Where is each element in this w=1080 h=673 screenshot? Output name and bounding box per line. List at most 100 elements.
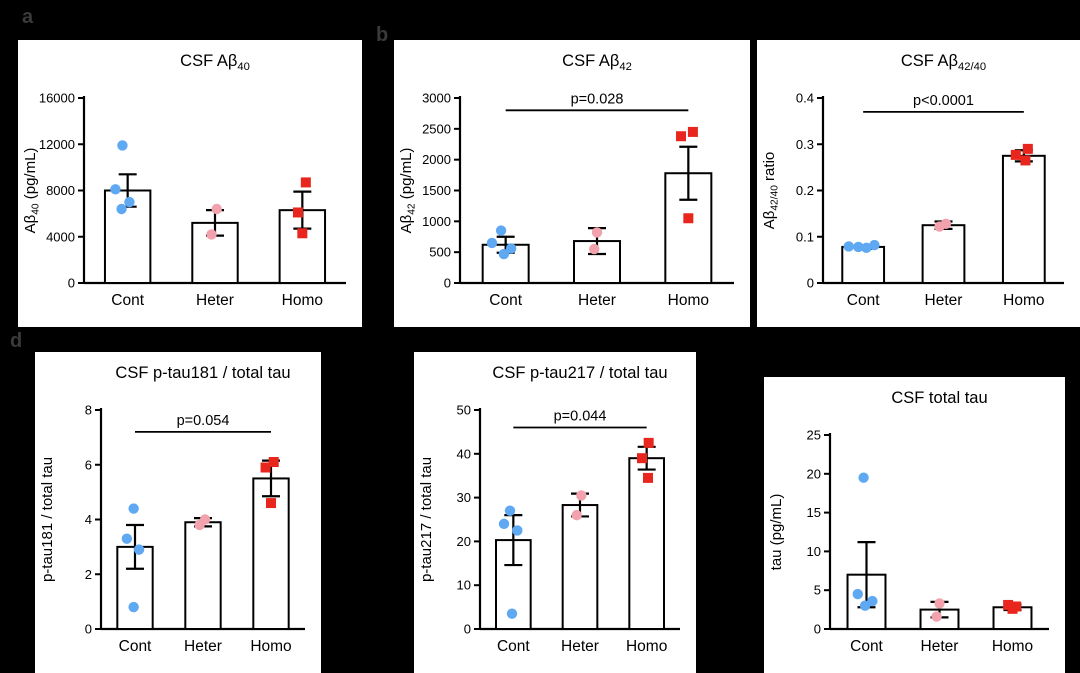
chart-panel-csf-ab40: CSF Aβ40 0 4000 8000 12000 16000 Aβ40 (pg/mL) C… xyxy=(18,40,362,327)
y-tick-label: 25 xyxy=(807,428,821,443)
y-tick-label: 0 xyxy=(807,276,814,291)
chart-title: CSF p-tau217 / total tau xyxy=(492,364,667,382)
x-category-label: Heter xyxy=(184,638,222,655)
data-point-Cont xyxy=(116,203,127,215)
data-point-Cont xyxy=(861,242,872,254)
significance-label: p<0.0001 xyxy=(913,93,974,109)
y-tick-label: 6 xyxy=(85,457,92,472)
y-axis-label: p-tau217 / total tau xyxy=(418,457,435,582)
x-category-label: Cont xyxy=(497,638,530,655)
data-point-Cont xyxy=(512,525,523,536)
data-point-Cont xyxy=(133,544,145,555)
x-category-label: Heter xyxy=(578,292,616,309)
data-point-Homo xyxy=(1020,155,1031,166)
y-tick-label: 2000 xyxy=(422,152,451,167)
data-point-Cont xyxy=(859,600,871,611)
y-tick-label: 8000 xyxy=(46,183,75,198)
data-point-Cont xyxy=(117,140,128,151)
y-axis-label: tau (pg/mL) xyxy=(768,494,785,571)
data-point-Heter xyxy=(591,227,603,238)
y-tick-label: 0.3 xyxy=(796,137,814,152)
x-category-label: Homo xyxy=(992,638,1033,655)
chart-title: CSF Aβ40 xyxy=(180,52,250,73)
x-category-label: Cont xyxy=(489,292,522,309)
chart-svg: CSF Aβ42 0 500 1000 1500 2000 2500 3000 Aβ42 (pg… xyxy=(398,52,734,309)
y-tick-label: 10 xyxy=(807,544,821,559)
chart-title: CSF p-tau181 / total tau xyxy=(115,364,290,382)
data-point-Heter xyxy=(934,221,945,232)
bar-Homo xyxy=(628,457,665,631)
data-point-Heter xyxy=(206,229,217,240)
x-category-label: Heter xyxy=(561,638,599,655)
bar-Homo xyxy=(1001,154,1046,284)
y-tick-label: 15 xyxy=(807,505,821,520)
data-point-Homo xyxy=(643,437,654,448)
data-point-Cont xyxy=(128,503,139,514)
x-category-label: Homo xyxy=(250,638,291,655)
data-point-Homo xyxy=(260,462,271,473)
data-point-Homo xyxy=(266,498,276,509)
data-point-Heter xyxy=(934,598,945,609)
data-point-Cont xyxy=(124,196,135,208)
y-tick-label: 20 xyxy=(807,466,821,481)
y-tick-label: 4000 xyxy=(46,229,75,244)
y-tick-label: 30 xyxy=(457,490,471,505)
x-category-label: Homo xyxy=(282,292,323,309)
data-point-Cont xyxy=(498,518,510,530)
x-category-label: Homo xyxy=(626,638,667,655)
data-point-Homo xyxy=(297,228,308,239)
data-point-Cont xyxy=(110,184,121,195)
y-tick-label: 2500 xyxy=(422,121,451,136)
chart-svg: CSF p-tau217 / total tau 0 10 20 30 40 50 p-tau… xyxy=(418,364,680,655)
chart-svg: CSF total tau 0 5 10 15 20 25 tau (pg/mL) Cont He… xyxy=(768,389,1049,655)
y-tick-label: 20 xyxy=(457,534,471,549)
x-category-label: Heter xyxy=(921,638,959,655)
y-tick-label: 10 xyxy=(457,578,471,593)
data-point-Heter xyxy=(211,203,222,215)
x-category-label: Homo xyxy=(668,292,709,309)
x-category-label: Heter xyxy=(196,292,234,309)
significance-label: p=0.054 xyxy=(177,413,230,429)
data-point-Homo xyxy=(676,131,687,142)
y-axis-label: Aβ42/40 ratio xyxy=(761,152,781,230)
y-tick-label: 40 xyxy=(457,446,471,461)
data-point-Cont xyxy=(843,241,854,252)
y-tick-label: 0 xyxy=(814,622,821,637)
y-tick-label: 4 xyxy=(85,512,92,527)
y-axis-label: p-tau181 / total tau xyxy=(39,457,56,582)
y-tick-label: 0 xyxy=(68,276,75,291)
data-point-Cont xyxy=(121,533,133,544)
y-tick-label: 0 xyxy=(85,622,92,637)
data-point-Homo xyxy=(683,213,694,224)
data-point-Cont xyxy=(498,248,510,260)
data-point-Homo xyxy=(1022,143,1033,154)
bar-Heter xyxy=(561,504,599,631)
significance-label: p=0.044 xyxy=(554,409,607,425)
data-point-Cont xyxy=(852,588,863,600)
data-point-Cont xyxy=(486,237,498,249)
data-point-Heter xyxy=(576,490,587,501)
chart-panel-csf-ab42: CSF Aβ42 0 500 1000 1500 2000 2500 3000 Aβ42 (pg… xyxy=(394,40,750,327)
y-axis-label: Aβ42 (pg/mL) xyxy=(398,148,418,234)
y-tick-label: 0 xyxy=(444,276,451,291)
data-point-Cont xyxy=(128,601,139,613)
chart-panel-csf-ab42-40: CSF Aβ42/40 0 0.1 0.2 0.3 0.4 Aβ42/40 ratio p<0… xyxy=(757,40,1080,327)
data-point-Cont xyxy=(505,243,517,254)
y-tick-label: 0.1 xyxy=(796,229,814,244)
y-tick-label: 0 xyxy=(464,622,471,637)
data-point-Cont xyxy=(506,608,518,619)
data-point-Cont xyxy=(858,472,869,483)
chart-title: CSF Aβ42/40 xyxy=(901,52,986,73)
panel-label-d: d xyxy=(10,330,23,352)
data-point-Homo xyxy=(268,457,279,468)
data-point-Cont xyxy=(504,505,516,516)
y-tick-label: 1000 xyxy=(422,214,451,229)
chart-svg: CSF p-tau181 / total tau 0 2 4 6 8 p-tau181 / … xyxy=(39,364,305,655)
x-category-label: Cont xyxy=(119,638,152,655)
y-tick-label: 50 xyxy=(457,403,471,418)
y-tick-label: 0.4 xyxy=(796,91,814,106)
x-category-label: Cont xyxy=(850,638,883,655)
y-tick-label: 16000 xyxy=(39,91,75,106)
chart-panel-ptau217: CSF p-tau217 / total tau 0 10 20 30 40 50 p-tau… xyxy=(414,352,696,673)
